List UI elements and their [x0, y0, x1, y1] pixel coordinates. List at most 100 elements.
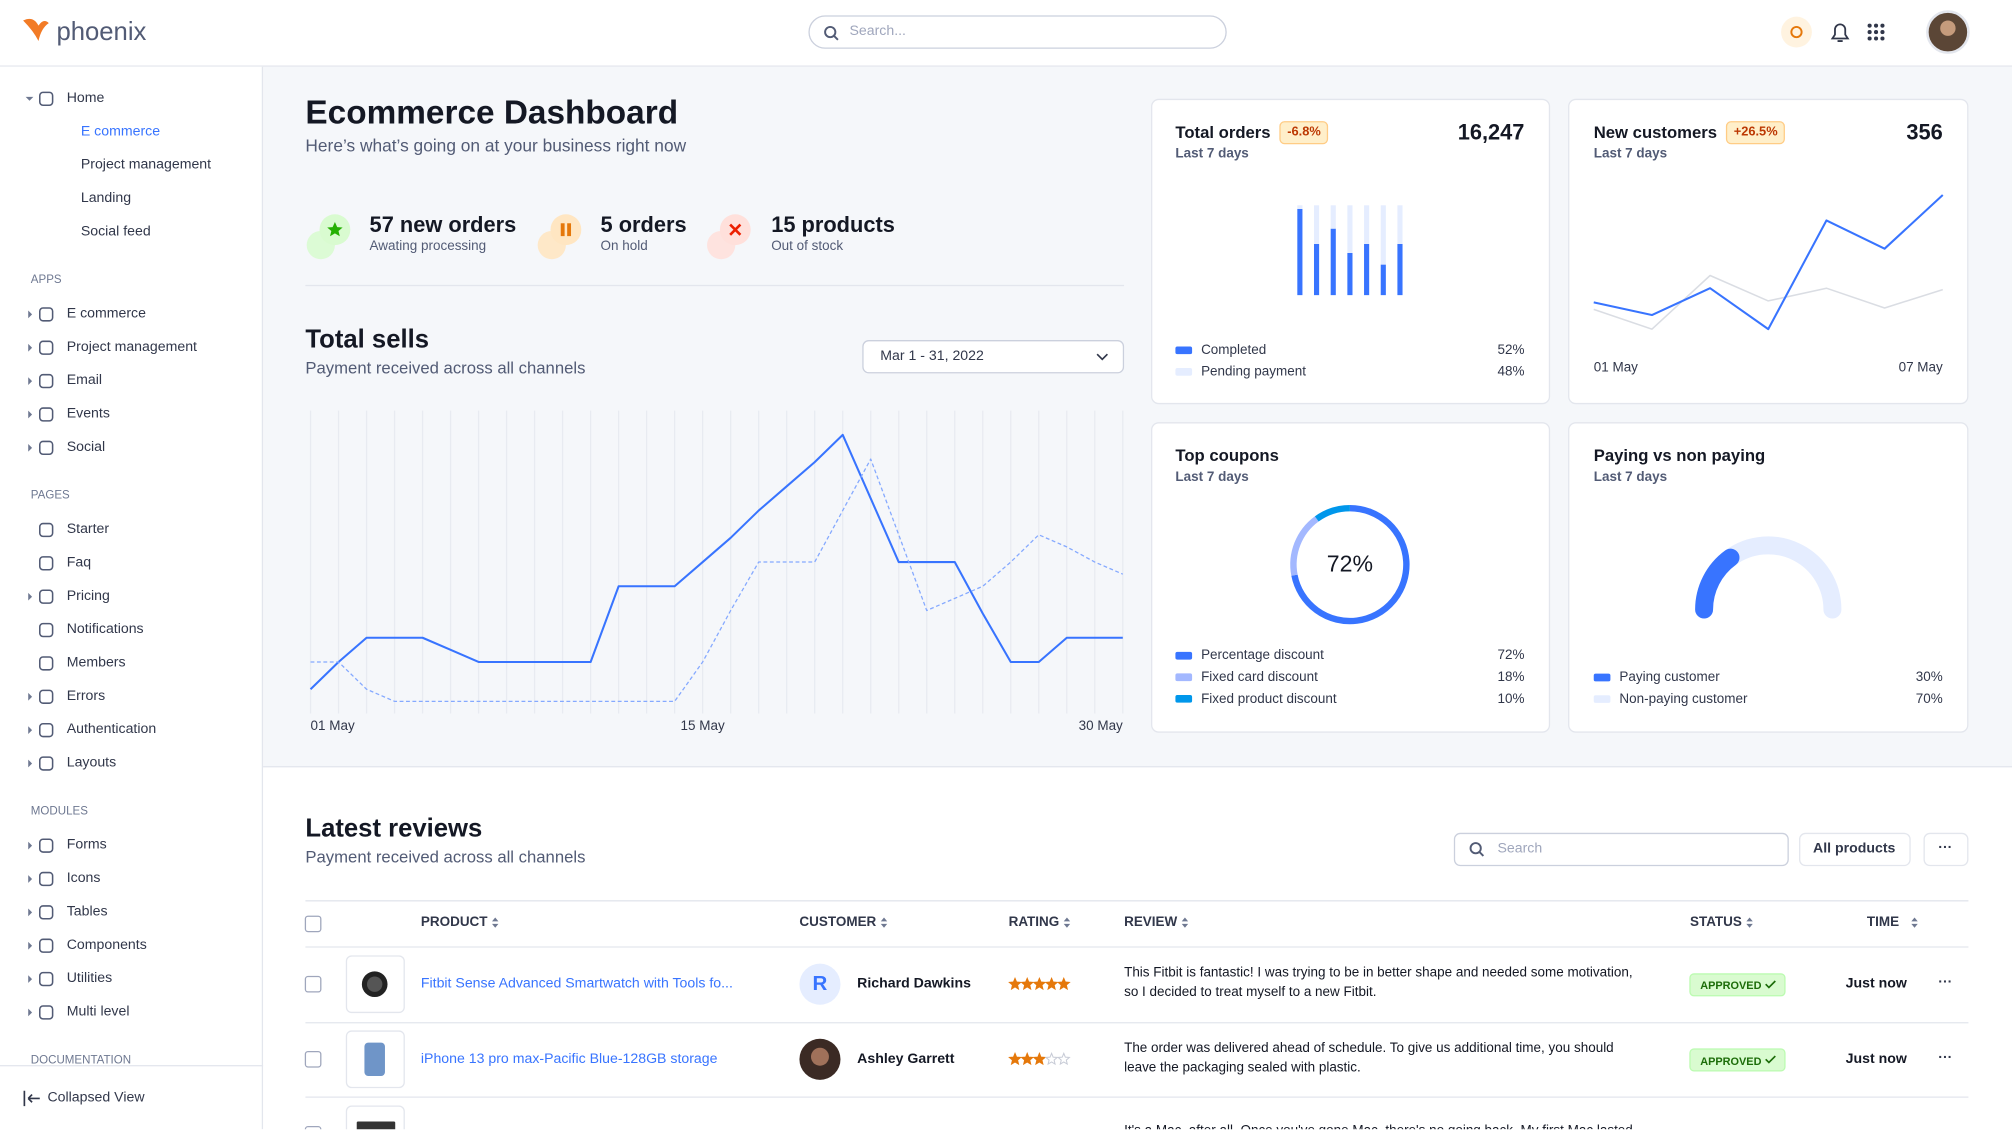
search-placeholder[interactable]: Search... — [849, 23, 906, 40]
nav-subitem[interactable]: E commerce — [80, 123, 161, 140]
column-header[interactable]: REVIEW — [1124, 914, 1178, 930]
nav-item[interactable]: E commerce — [66, 305, 146, 322]
nav-item[interactable]: Components — [66, 937, 147, 953]
sort-icon[interactable] — [1746, 917, 1753, 928]
nav-item[interactable]: Home — [66, 90, 105, 106]
nav-icon[interactable] — [39, 656, 54, 671]
date-select[interactable] — [862, 340, 1125, 374]
collapse-label[interactable]: Collapsed View — [47, 1089, 145, 1106]
collapse-icon[interactable] — [23, 1090, 40, 1107]
nav-icon[interactable] — [39, 1005, 54, 1020]
nav-item[interactable]: Multi level — [66, 1003, 130, 1020]
brand[interactable]: phoenix — [56, 17, 147, 47]
nav-icon[interactable] — [39, 871, 54, 887]
column-header[interactable]: RATING — [1008, 914, 1060, 930]
nav-icon[interactable] — [39, 971, 54, 987]
nav-item[interactable]: Events — [66, 406, 110, 422]
column-header[interactable]: PRODUCT — [420, 914, 488, 930]
caret[interactable] — [28, 377, 33, 385]
customer-name[interactable]: Ashley Garrett — [857, 1050, 955, 1067]
caret[interactable] — [28, 443, 33, 452]
search-box[interactable] — [808, 15, 1227, 49]
nav-item[interactable]: Email — [66, 372, 103, 389]
column-header[interactable]: STATUS — [1689, 914, 1742, 930]
nav-item[interactable]: Icons — [66, 870, 101, 886]
nav-item[interactable]: Faq — [66, 554, 92, 571]
caret[interactable] — [28, 692, 33, 701]
nav-item[interactable]: Notifications — [66, 621, 144, 637]
product-link[interactable]: Fitbit Sense Advanced Smartwatch with To… — [420, 975, 733, 992]
product-link[interactable]: iPhone 13 pro max-Pacific Blue-128GB sto… — [420, 1050, 718, 1067]
checkbox[interactable] — [304, 915, 322, 933]
caret[interactable] — [28, 759, 33, 768]
nav-icon[interactable] — [39, 756, 54, 771]
nav-icon[interactable] — [39, 440, 54, 456]
nav-icon[interactable] — [39, 556, 54, 571]
column-header[interactable]: CUSTOMER — [799, 914, 877, 930]
nav-item[interactable]: Authentication — [66, 721, 157, 738]
caret[interactable] — [28, 1008, 33, 1017]
theme-icon[interactable] — [1790, 25, 1803, 39]
checkbox[interactable] — [304, 975, 322, 993]
chevron[interactable] — [1096, 353, 1108, 361]
nav-item[interactable]: Members — [66, 654, 126, 671]
nav-icon[interactable] — [39, 622, 54, 638]
caret[interactable] — [28, 310, 33, 319]
caret[interactable] — [25, 96, 34, 101]
sort-icon[interactable] — [1063, 917, 1071, 928]
filter-button[interactable] — [1799, 832, 1911, 867]
nav-icon[interactable] — [39, 373, 54, 389]
nav-item[interactable]: Errors — [66, 688, 106, 704]
nav-icon[interactable] — [39, 689, 54, 704]
nav-icon[interactable] — [39, 91, 54, 106]
row-menu[interactable]: ··· — [1938, 974, 1953, 990]
caret[interactable] — [28, 592, 33, 601]
nav-item[interactable]: Project management — [66, 339, 197, 355]
caret[interactable] — [28, 875, 33, 883]
nav-icon[interactable] — [39, 905, 54, 920]
nav-icon[interactable] — [39, 589, 54, 604]
nav-icon[interactable] — [39, 722, 54, 738]
checkbox[interactable] — [304, 1126, 322, 1130]
search-placeholder[interactable]: Search — [1497, 841, 1543, 857]
caret[interactable] — [28, 975, 33, 983]
sort-icon[interactable] — [492, 917, 499, 928]
row-menu[interactable]: ··· — [1938, 1049, 1953, 1065]
nav-subitem[interactable]: Landing — [80, 190, 132, 206]
nav-icon[interactable] — [39, 522, 54, 538]
filter-label[interactable]: All products — [1813, 841, 1896, 857]
caret[interactable] — [28, 343, 33, 352]
caret[interactable] — [28, 841, 33, 850]
nav-icon[interactable] — [39, 307, 54, 322]
caret[interactable] — [28, 410, 33, 419]
nav-item[interactable]: Pricing — [66, 588, 110, 604]
review-search[interactable] — [1453, 832, 1789, 867]
checkbox[interactable] — [304, 1050, 322, 1068]
nav-icon[interactable] — [39, 938, 54, 953]
customer-name[interactable]: Richard Dawkins — [857, 975, 971, 992]
logo[interactable] — [23, 18, 49, 42]
sort-icon[interactable] — [1911, 917, 1918, 928]
nav-icon[interactable] — [39, 407, 54, 422]
more-button[interactable] — [1923, 832, 1969, 867]
nav-item[interactable]: Tables — [66, 903, 108, 920]
nav-item[interactable]: Starter — [66, 521, 110, 537]
sort-icon[interactable] — [1181, 917, 1189, 928]
caret[interactable] — [28, 908, 33, 917]
nav-item[interactable]: Layouts — [66, 755, 117, 771]
nav-subitem[interactable]: Social feed — [80, 223, 151, 240]
caret[interactable] — [28, 726, 33, 734]
nav-icon[interactable] — [39, 340, 54, 355]
user-avatar[interactable] — [1940, 20, 1956, 36]
column-header[interactable]: TIME — [1866, 914, 1900, 930]
nav-item[interactable]: Utilities — [66, 970, 113, 987]
caret[interactable] — [28, 941, 33, 950]
more-label[interactable]: ··· — [1938, 839, 1953, 856]
theme-toggle[interactable] — [1781, 16, 1812, 48]
sort-icon[interactable] — [880, 917, 888, 928]
notifications[interactable] — [1830, 23, 1850, 42]
nav-item[interactable]: Forms — [66, 837, 107, 853]
date-range[interactable]: Mar 1 - 31, 2022 — [880, 348, 984, 364]
nav-subitem[interactable]: Project management — [80, 157, 212, 173]
nav-item[interactable]: Social — [66, 439, 106, 455]
